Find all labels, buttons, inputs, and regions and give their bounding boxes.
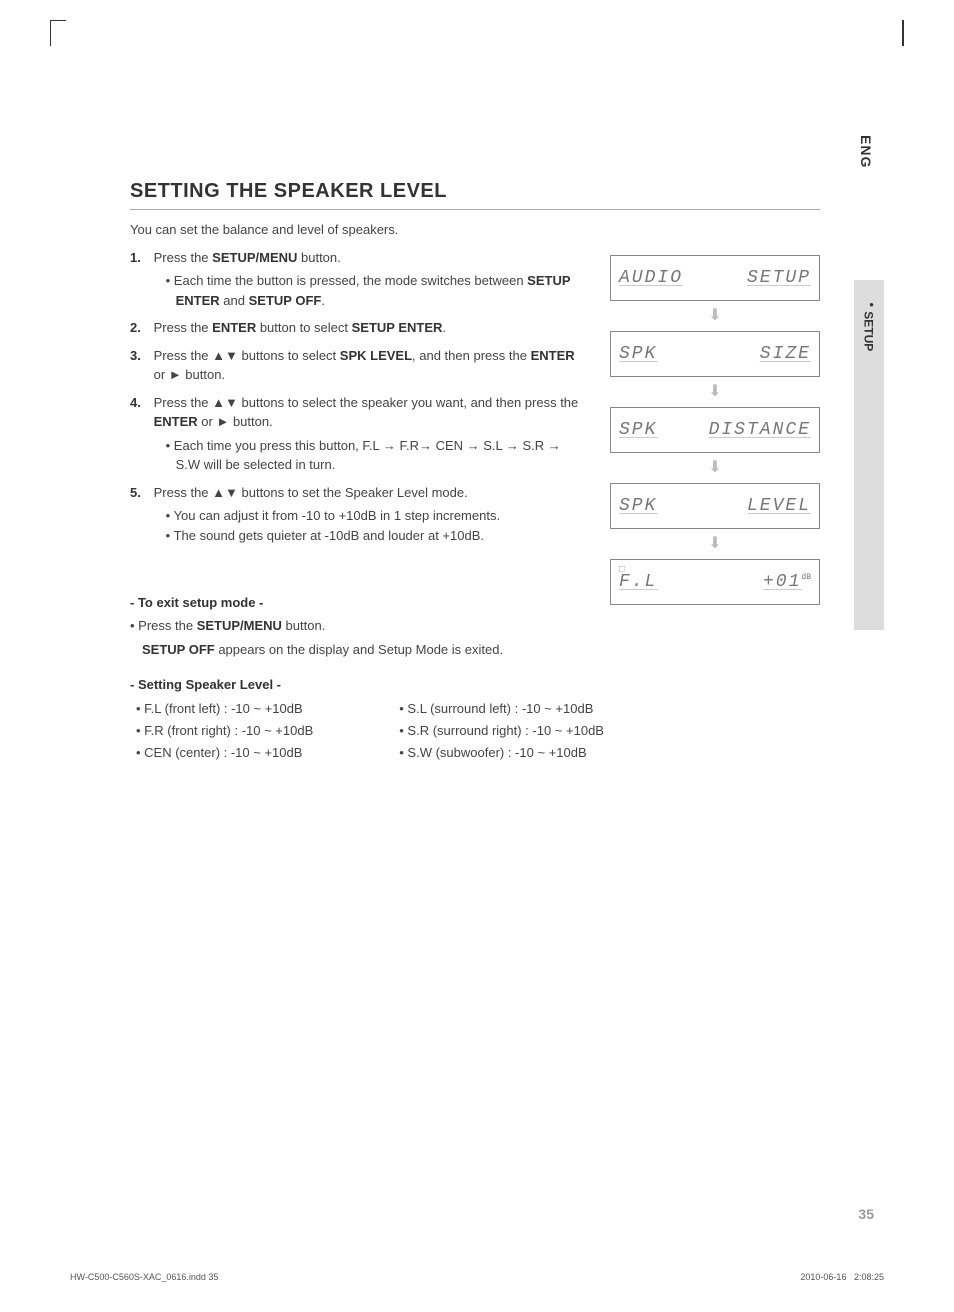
step-number: 3. (130, 346, 150, 366)
lcd-screen: SPKDISTANCE (610, 407, 820, 453)
page-title: SETTING THE SPEAKER LEVEL (130, 180, 820, 210)
page-number: 35 (858, 1206, 874, 1222)
crop-mark-tr (902, 20, 904, 46)
arrow-down-icon: ⬇ (610, 381, 820, 401)
levels-right-list: S.L (surround left) : -10 ~ +10dB S.R (s… (393, 698, 604, 764)
step-number: 1. (130, 248, 150, 268)
level-item: S.L (surround left) : -10 ~ +10dB (393, 698, 604, 720)
arrow-down-icon: ⬇ (610, 305, 820, 325)
steps-list: 1. Press the SETUP/MENU button. Each tim… (130, 248, 590, 546)
step-3: 3. Press the ▲▼ buttons to select SPK LE… (130, 346, 590, 385)
levels-heading: - Setting Speaker Level - (130, 677, 820, 692)
step-text: Press the (154, 250, 213, 265)
level-item: S.R (surround right) : -10 ~ +10dB (393, 720, 604, 742)
exit-line: • Press the SETUP/MENU button. (130, 616, 820, 636)
level-item: F.R (front right) : -10 ~ +10dB (130, 720, 313, 742)
page-content: SETTING THE SPEAKER LEVEL You can set th… (130, 180, 820, 764)
lcd-displays: AUDIOSETUP ⬇ SPKSIZE ⬇ SPKDISTANCE ⬇ SPK… (610, 255, 820, 611)
footer: HW-C500-C560S-XAC_0616.indd 35 2010-06-1… (70, 1272, 884, 1282)
arrow-down-icon: ⬇ (610, 533, 820, 553)
crop-mark-tl (50, 20, 66, 46)
intro-text: You can set the balance and level of spe… (130, 220, 820, 240)
lcd-screen: SPKSIZE (610, 331, 820, 377)
footer-date: 2010-06-16 (800, 1272, 846, 1282)
level-item: CEN (center) : -10 ~ +10dB (130, 742, 313, 764)
step-2: 2. Press the ENTER button to select SETU… (130, 318, 590, 338)
step-number: 2. (130, 318, 150, 338)
step-sub: You can adjust it from -10 to +10dB in 1… (166, 506, 584, 526)
footer-time: 2:08:25 (854, 1272, 884, 1282)
step-bold: SETUP/MENU (212, 250, 297, 265)
step-4: 4. Press the ▲▼ buttons to select the sp… (130, 393, 590, 475)
step-sub: The sound gets quieter at -10dB and loud… (166, 526, 584, 546)
footer-file: HW-C500-C560S-XAC_0616.indd 35 (70, 1272, 218, 1282)
step-5: 5. Press the ▲▼ buttons to set the Speak… (130, 483, 590, 546)
level-item: F.L (front left) : -10 ~ +10dB (130, 698, 313, 720)
language-label: ENG (858, 135, 874, 168)
arrow-down-icon: ⬇ (610, 457, 820, 477)
level-item: S.W (subwoofer) : -10 ~ +10dB (393, 742, 604, 764)
section-tab-label: SETUP (861, 300, 876, 351)
step-number: 5. (130, 483, 150, 503)
step-text: button. (297, 250, 340, 265)
levels-section: - Setting Speaker Level - F.L (front lef… (130, 677, 820, 764)
lcd-screen: ⬚ F.L +01dB (610, 559, 820, 605)
speaker-icon: ⬚ (619, 564, 624, 574)
step-sub: Each time you press this button, F.L → F… (166, 436, 584, 475)
lcd-screen: AUDIOSETUP (610, 255, 820, 301)
step-sub: Each time the button is pressed, the mod… (166, 271, 584, 310)
step-1: 1. Press the SETUP/MENU button. Each tim… (130, 248, 590, 311)
step-number: 4. (130, 393, 150, 413)
lcd-screen: SPKLEVEL (610, 483, 820, 529)
levels-left-list: F.L (front left) : -10 ~ +10dB F.R (fron… (130, 698, 313, 764)
exit-line: SETUP OFF appears on the display and Set… (130, 640, 820, 660)
